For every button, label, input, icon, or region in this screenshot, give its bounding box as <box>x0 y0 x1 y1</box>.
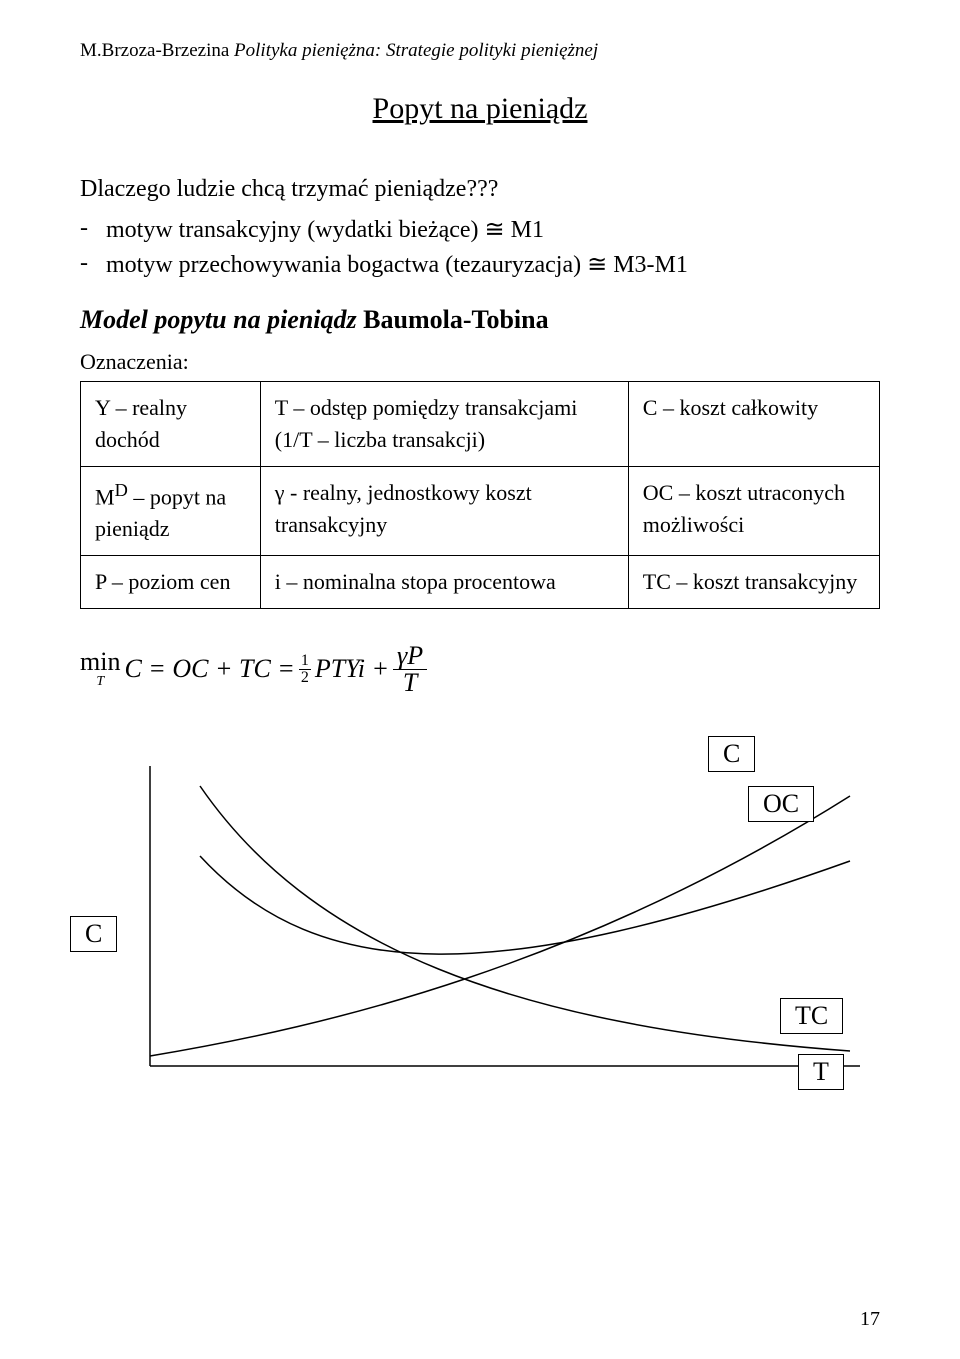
cell: OC – koszt utraconych możliwości <box>628 466 879 555</box>
cost-chart: C C OC TC T <box>80 726 880 1106</box>
intro-question: Dlaczego ludzie chcą trzymać pieniądze??… <box>80 171 880 207</box>
curve-c <box>200 856 850 954</box>
cell: γ - realny, jednostkowy koszt transakcyj… <box>260 466 628 555</box>
table-row: P – poziom cen i – nominalna stopa proce… <box>81 555 880 608</box>
page-title: Popyt na pieniądz <box>80 92 880 126</box>
cell: C – koszt całkowity <box>628 382 879 467</box>
model-title: Model popytu na pieniądz Baumola-Tobina <box>80 305 880 335</box>
curve-oc <box>150 796 850 1056</box>
bullet-item: -motyw przechowywania bogactwa (tezauryz… <box>80 250 880 279</box>
cell: i – nominalna stopa procentowa <box>260 555 628 608</box>
cell: TC – koszt transakcyjny <box>628 555 879 608</box>
table-row: MD – popyt na pieniądz γ - realny, jedno… <box>81 466 880 555</box>
label-tc: TC <box>780 998 843 1034</box>
cell: Y – realny dochód <box>81 382 261 467</box>
header-title: Polityka pieniężna: Strategie polityki p… <box>234 40 598 61</box>
page-number: 17 <box>860 1308 880 1331</box>
definitions-table: Y – realny dochód T – odstęp pomiędzy tr… <box>80 381 880 609</box>
chart-svg <box>80 726 880 1106</box>
running-header: M.Brzoza-Brzezina Polityka pieniężna: St… <box>80 40 880 62</box>
cell: P – poziom cen <box>81 555 261 608</box>
cell: MD – popyt na pieniądz <box>81 466 261 555</box>
bullet-list: -motyw transakcyjny (wydatki bieżące) ≅ … <box>80 215 880 279</box>
curve-tc <box>200 786 850 1051</box>
table-row: Y – realny dochód T – odstęp pomiędzy tr… <box>81 382 880 467</box>
header-author: M.Brzoza-Brzezina <box>80 40 234 61</box>
equation-min-cost: min T C = OC + TC = 1 2 PTYi + γP T <box>80 643 880 696</box>
label-t: T <box>798 1054 844 1090</box>
axis-y-label: C <box>70 916 117 952</box>
cell: T – odstęp pomiędzy transakcjami (1/T – … <box>260 382 628 467</box>
legend-label: Oznaczenia: <box>80 349 880 375</box>
bullet-item: -motyw transakcyjny (wydatki bieżące) ≅ … <box>80 215 880 244</box>
label-c: C <box>708 736 755 772</box>
label-oc: OC <box>748 786 814 822</box>
